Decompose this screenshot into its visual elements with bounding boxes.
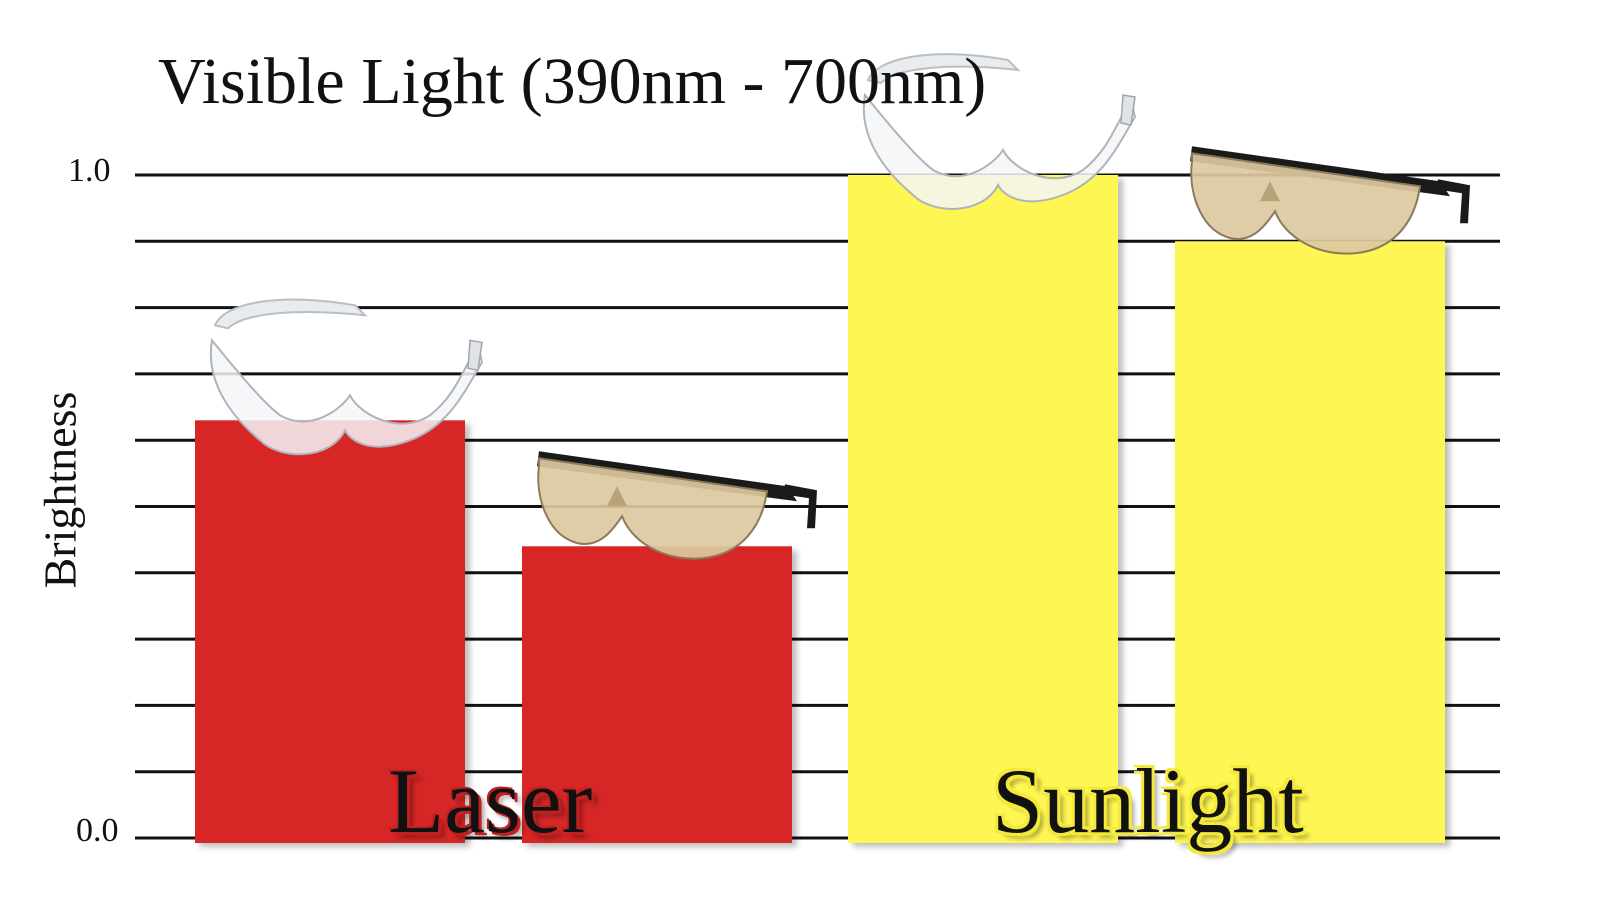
tinted-safety-glasses-icon xyxy=(1190,146,1470,255)
clear-safety-glasses-icon xyxy=(862,53,1137,210)
y-tick-label-max: 1.0 xyxy=(68,152,111,189)
bar-sunlight-clear xyxy=(848,175,1118,843)
category-label-sunlight: Sunlight xyxy=(992,750,1304,852)
chart-title: Visible Light (390nm - 700nm) xyxy=(158,45,987,118)
clear-safety-glasses-icon xyxy=(209,298,484,456)
bar-sunlight-tinted xyxy=(1175,241,1445,844)
bar-laser-clear xyxy=(195,420,465,843)
bar-laser-tinted xyxy=(522,546,792,843)
y-tick-label-min: 0.0 xyxy=(76,812,119,849)
category-label-laser: Laser xyxy=(388,750,593,852)
y-axis-label: Brightness xyxy=(34,391,86,589)
tinted-safety-glasses-icon xyxy=(537,451,817,560)
